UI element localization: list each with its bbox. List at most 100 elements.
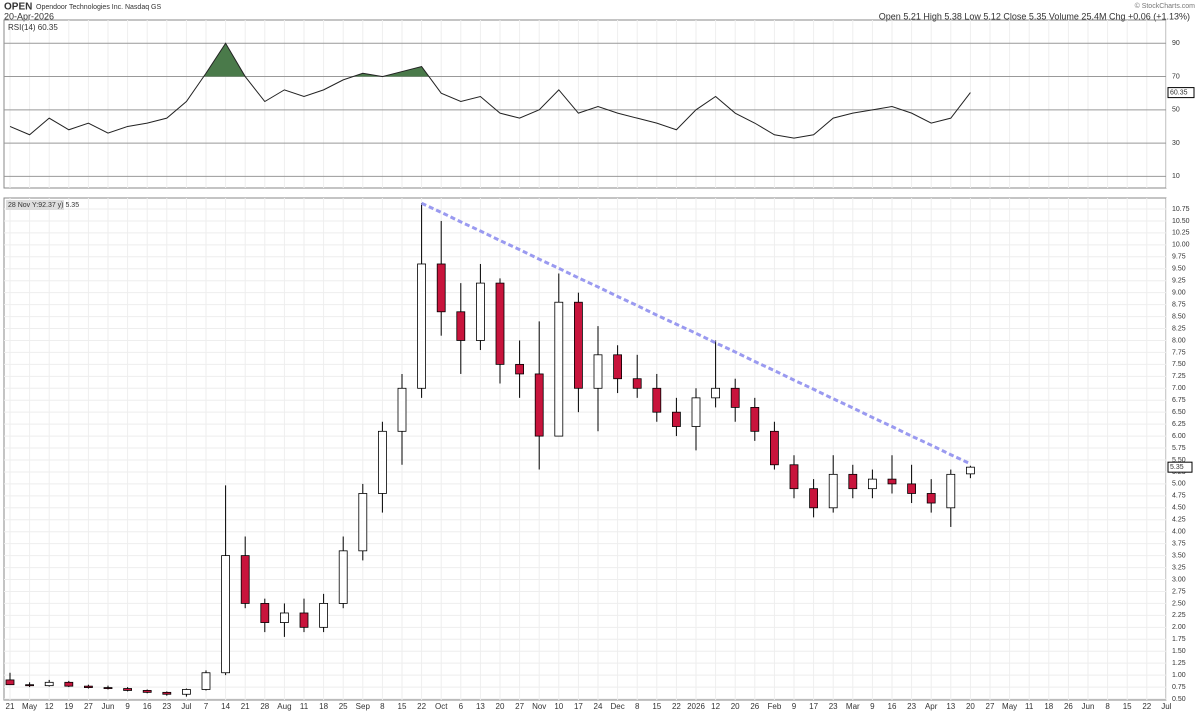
price-value-tag-text: 5.35 [1170,464,1184,471]
x-tick-label: May [22,702,37,711]
candle-body [240,555,250,604]
quote: Open 5.21 High 5.38 Low 5.12 Close 5.35 … [879,11,1190,21]
candle-body [946,473,956,509]
candle-body [495,282,505,365]
x-tick-label: 18 [1044,702,1053,711]
x-tick-label: 2026 [687,702,705,711]
x-tick-label: Feb [768,702,782,711]
x-tick-label: 16 [143,702,152,711]
credit: © StockCharts.com [1135,2,1196,10]
y-tick-label: 4.25 [1172,517,1186,524]
price-label-bg [6,200,64,210]
grid [4,20,1167,700]
x-tick-label: 26 [750,702,759,711]
y-tick-label: 4.00 [1172,529,1186,536]
x-tick-label: 12 [711,702,720,711]
x-tick-label: 8 [635,702,640,711]
y-tick-label: 2.50 [1172,600,1186,607]
y-tick-label: 1.75 [1172,636,1186,643]
candle-body [593,354,603,389]
x-tick-label: 13 [476,702,485,711]
x-tick-label: Jul [181,702,191,711]
x-tick-label: 15 [398,702,407,711]
x-tick-label: 15 [1123,702,1132,711]
y-tick-label: 3.75 [1172,541,1186,548]
rsi-overbought-fill [203,43,429,77]
candle-body [181,689,191,695]
candle-body [25,684,35,687]
candle-body [299,612,309,628]
rsi-value-tag [1167,87,1195,99]
candle-body [848,473,858,490]
candle-body [319,603,329,628]
y-tick-label: 2.25 [1172,612,1186,619]
x-tick-label: 23 [162,702,171,711]
candle-body [966,466,975,475]
x-tick-label: 11 [300,702,309,711]
candle-body [436,263,446,313]
x-tick-label: 21 [241,702,250,711]
y-tick-label: 0.75 [1172,684,1186,691]
rsi-tick-label: 10 [1172,173,1180,180]
x-tick-label: 19 [64,702,73,711]
candle-body [123,688,132,691]
x-tick-label: 21 [6,702,15,711]
y-tick-label: 9.00 [1172,290,1186,297]
rsi-line [9,42,971,139]
candle-body [750,407,760,432]
y-tick-label: 10.75 [1172,206,1190,213]
y-tick-label: 5.00 [1172,481,1186,488]
candle-body [907,483,916,494]
y-tick-label: 8.75 [1172,301,1186,308]
x-tick-label: 17 [809,702,818,711]
x-tick-label: Jul [1161,702,1171,711]
rsi-tick-label: 30 [1172,140,1180,147]
candle-body [358,493,368,552]
company-name: Opendoor Technologies Inc. Nasdaq GS [36,4,162,11]
y-tick-label: 9.25 [1172,278,1186,285]
candle-body [338,550,348,604]
x-tick-label: 20 [966,702,975,711]
x-tick-label: 13 [946,702,955,711]
y-tick-label: 6.00 [1172,433,1186,440]
candle-body [162,691,172,695]
x-tick-label: 9 [125,702,130,711]
x-tick-label: Mar [846,702,860,711]
candle-body [142,690,152,693]
y-tick-label: 7.25 [1172,373,1186,380]
x-tick-label: Jun [102,702,115,711]
candle-body [574,301,583,389]
y-tick-label: 10.00 [1172,242,1190,249]
x-tick-label: Dec [610,702,624,711]
y-tick-label: 6.75 [1172,397,1186,404]
y-tick-label: 2.00 [1172,624,1186,631]
y-tick-label: 4.50 [1172,505,1186,512]
y-tick-label: 4.75 [1172,493,1186,500]
x-tick-label: Nov [532,702,546,711]
price-panel [3,197,1167,701]
candle-body [730,387,740,408]
y-tick-label: 6.50 [1172,409,1186,416]
y-tick-label: 8.00 [1172,337,1186,344]
x-tick-label: 8 [1105,702,1110,711]
x-tick-label: 26 [1064,702,1073,711]
candle-body [44,681,54,687]
candle-body [828,473,838,509]
y-tick-label: 10.25 [1172,230,1190,237]
x-tick-label: 22 [1142,702,1151,711]
candle-body [377,430,387,494]
y-tick-label: 9.50 [1172,266,1186,273]
candle-body [789,464,799,490]
x-tick-label: 24 [594,702,603,711]
x-tick-label: Sep [356,702,371,711]
x-tick-label: 7 [204,702,209,711]
candle-body [926,493,936,504]
candle-body [515,363,524,375]
candle-body [672,411,681,427]
x-tick-label: Oct [435,702,448,711]
x-tick-label: 20 [496,702,505,711]
x-tick-label: 10 [554,702,563,711]
candle-body [201,672,211,690]
